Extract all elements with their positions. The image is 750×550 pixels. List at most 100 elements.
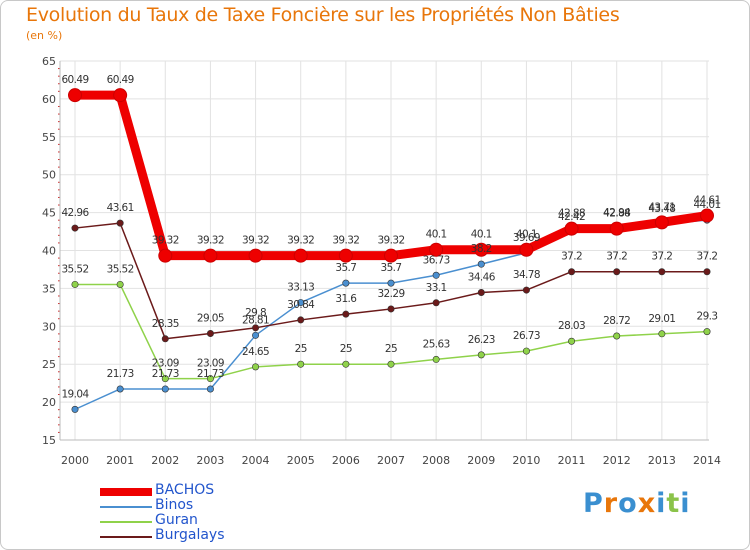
data-point xyxy=(568,268,576,276)
data-point xyxy=(432,355,440,363)
data-point xyxy=(293,248,308,263)
data-label: 37.2 xyxy=(606,251,627,263)
data-point xyxy=(568,337,576,345)
data-label: 60.49 xyxy=(61,74,88,86)
legend-swatch xyxy=(100,536,152,538)
data-label: 42.96 xyxy=(61,207,89,219)
x-tick-label: 2011 xyxy=(558,454,586,467)
legend-label: Binos xyxy=(155,497,194,513)
data-point xyxy=(252,331,260,339)
data-point xyxy=(429,242,444,257)
x-tick-label: 2012 xyxy=(603,454,631,467)
data-label: 60.49 xyxy=(107,74,134,86)
y-tick-label: 15 xyxy=(42,434,56,447)
y-tick-label: 35 xyxy=(42,282,56,295)
x-tick-label: 2003 xyxy=(196,454,224,467)
data-point xyxy=(387,360,395,368)
data-point xyxy=(338,248,353,263)
y-tick-label: 50 xyxy=(42,169,56,182)
data-label: 29.05 xyxy=(197,313,224,325)
y-tick-label: 25 xyxy=(42,358,56,371)
y-tick-label: 65 xyxy=(42,55,56,68)
data-label: 40.1 xyxy=(471,229,492,241)
data-label: 37.2 xyxy=(561,251,582,263)
data-label: 23.09 xyxy=(197,358,224,370)
data-point xyxy=(248,248,263,263)
data-point xyxy=(252,324,260,332)
data-label: 26.73 xyxy=(513,330,540,342)
data-label: 39.69 xyxy=(513,232,540,244)
data-point xyxy=(564,221,579,236)
data-point xyxy=(613,332,621,340)
data-label: 26.23 xyxy=(468,334,495,346)
legend-label: BACHOS xyxy=(155,482,215,498)
data-point xyxy=(522,347,530,355)
data-label: 34.46 xyxy=(468,271,496,283)
data-label: 35.52 xyxy=(107,263,134,275)
data-point xyxy=(387,305,395,313)
data-point xyxy=(477,288,485,296)
legend-swatch xyxy=(100,488,152,496)
x-tick-label: 2002 xyxy=(151,454,179,467)
data-label: 39.32 xyxy=(197,235,224,247)
data-label: 39.32 xyxy=(242,235,269,247)
data-label: 33.1 xyxy=(426,282,447,294)
data-point xyxy=(432,299,440,307)
x-tick-label: 2006 xyxy=(332,454,360,467)
data-label: 25 xyxy=(295,343,307,355)
data-label: 30.84 xyxy=(287,299,315,311)
logo-letter: i xyxy=(656,488,667,519)
data-point xyxy=(384,248,398,263)
data-label: 28.81 xyxy=(242,314,269,326)
y-tick-label: 30 xyxy=(42,320,56,333)
data-point xyxy=(116,280,124,288)
data-point xyxy=(342,310,350,318)
data-label: 21.73 xyxy=(107,368,134,380)
data-label: 24.65 xyxy=(242,346,269,358)
data-label: 28.03 xyxy=(558,320,585,332)
data-label: 43.61 xyxy=(107,202,134,214)
x-tick-label: 2008 xyxy=(422,454,450,467)
y-tick-label: 55 xyxy=(42,131,56,144)
x-tick-label: 2013 xyxy=(648,454,676,467)
data-label: 44.01 xyxy=(693,199,720,211)
data-point xyxy=(116,385,124,393)
data-label: 42.94 xyxy=(603,207,631,219)
data-point xyxy=(477,351,485,359)
logo-letter: x xyxy=(637,488,657,519)
data-label: 32.29 xyxy=(377,288,404,300)
data-label: 42.42 xyxy=(558,211,585,223)
y-tick-label: 20 xyxy=(42,396,56,409)
data-point xyxy=(161,335,169,343)
data-point xyxy=(161,385,169,393)
data-point xyxy=(474,242,489,257)
data-label: 31.6 xyxy=(335,293,357,305)
chart-title: Evolution du Taux de Taxe Foncière sur l… xyxy=(26,4,620,26)
logo-letter: i xyxy=(680,488,691,519)
data-label: 39.32 xyxy=(377,235,404,247)
x-tick-label: 2009 xyxy=(467,454,495,467)
legend-label: Guran xyxy=(155,512,198,528)
data-label: 28.72 xyxy=(603,315,630,327)
data-point xyxy=(297,299,305,307)
data-point xyxy=(700,208,714,223)
logo-letter: P xyxy=(583,488,604,519)
data-point xyxy=(71,280,79,288)
y-tick-label: 45 xyxy=(42,207,56,220)
data-label: 19.04 xyxy=(61,388,89,400)
data-point xyxy=(522,286,530,294)
data-point xyxy=(158,248,173,263)
data-label: 28.35 xyxy=(152,318,179,330)
x-tick-label: 2005 xyxy=(287,454,315,467)
data-point xyxy=(613,268,621,276)
data-label: 37.2 xyxy=(651,251,672,263)
data-label: 23.09 xyxy=(152,358,179,370)
data-label: 40.1 xyxy=(516,229,537,241)
data-label: 35.7 xyxy=(381,262,402,274)
data-label: 37.2 xyxy=(697,251,718,263)
data-label: 25 xyxy=(340,343,352,355)
data-point xyxy=(71,224,79,232)
data-point xyxy=(342,279,350,287)
data-point xyxy=(703,268,711,276)
data-point xyxy=(432,271,440,279)
